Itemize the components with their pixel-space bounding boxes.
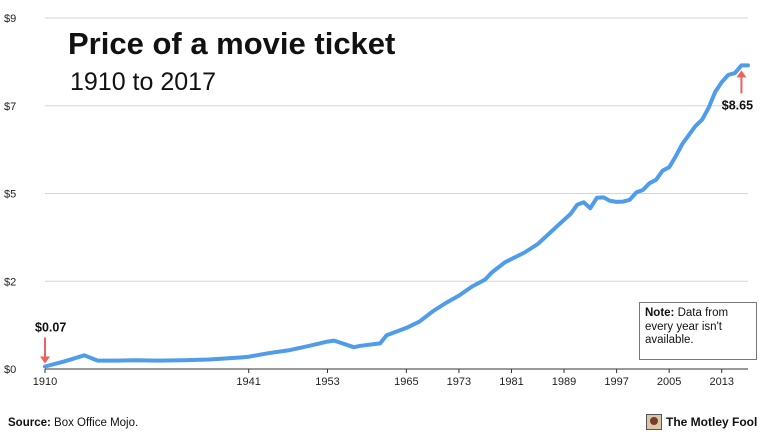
data-point [135, 358, 139, 362]
data-point [707, 106, 711, 110]
data-point [582, 200, 586, 204]
data-point [207, 358, 211, 362]
data-point [726, 73, 730, 77]
data-point [713, 90, 717, 94]
data-point [641, 188, 645, 192]
data-point [352, 345, 356, 349]
data-point [680, 142, 684, 146]
data-point [523, 250, 527, 254]
data-point [385, 333, 389, 337]
data-point [733, 71, 737, 75]
jester-cap-icon [646, 414, 662, 430]
x-tick-label: 2005 [657, 376, 681, 388]
annotation-arrowhead [736, 70, 747, 78]
data-point [687, 133, 691, 137]
data-point [181, 358, 185, 362]
x-tick-label: 1965 [394, 376, 418, 388]
y-tick-label: $7 [4, 101, 16, 113]
data-point [615, 200, 619, 204]
chart-title: Price of a movie ticket [68, 26, 396, 61]
data-point [621, 200, 625, 204]
annotations: $0.07 $8.65 [35, 70, 753, 364]
data-point [326, 340, 330, 344]
data-point [588, 206, 592, 210]
data-point [431, 309, 435, 313]
data-point [306, 344, 310, 348]
data-point [82, 353, 86, 357]
data-point [444, 301, 448, 305]
data-point [266, 351, 270, 355]
x-tick-label: 2013 [709, 376, 733, 388]
data-point [490, 270, 494, 274]
x-tick-label: 1941 [236, 376, 260, 388]
data-point [470, 285, 474, 289]
brand-name: The Motley Fool [666, 415, 758, 429]
data-point [240, 355, 244, 359]
note-box: Note: Data from every year isn't availab… [639, 302, 757, 360]
data-point [608, 199, 612, 203]
x-tick-label: 1981 [499, 376, 523, 388]
y-axis: $0 $2 $5 $7 $9 [4, 13, 16, 376]
data-point [115, 359, 119, 363]
y-tick-label: $0 [4, 364, 16, 376]
data-point [555, 224, 559, 228]
x-tick-label: 1997 [604, 376, 628, 388]
data-point [661, 169, 665, 173]
data-point [634, 190, 638, 194]
data-point [693, 124, 697, 128]
x-tick-label: 1910 [33, 376, 57, 388]
x-tick-label: 1989 [552, 376, 576, 388]
data-point [628, 198, 632, 202]
data-point [378, 341, 382, 345]
data-point [247, 355, 251, 359]
data-point [536, 242, 540, 246]
note-text: Data from every year isn't available. [645, 307, 729, 346]
data-point [700, 118, 704, 122]
y-tick-label: $9 [4, 13, 16, 25]
data-point [332, 339, 336, 343]
data-point [569, 212, 573, 216]
data-point [595, 196, 599, 200]
price-line-series [43, 63, 750, 369]
data-point [286, 348, 290, 352]
data-point [647, 181, 651, 185]
data-point [503, 260, 507, 264]
annotation-label-start: $0.07 [35, 321, 66, 335]
data-point [739, 63, 743, 67]
data-point [63, 359, 67, 363]
data-point [155, 359, 159, 363]
y-tick-label: $5 [4, 189, 16, 201]
x-tick-label: 1953 [315, 376, 339, 388]
data-point [575, 203, 579, 207]
data-point [43, 365, 47, 369]
data-point [601, 195, 605, 199]
annotation-arrowhead [40, 356, 50, 364]
source-label: Source: [8, 417, 51, 429]
source-text: Box Office Mojo. [54, 417, 139, 429]
note-label: Note: [645, 307, 675, 319]
chart-subtitle: 1910 to 2017 [70, 68, 216, 96]
data-point [667, 165, 671, 169]
data-point [746, 63, 750, 67]
data-point [654, 178, 658, 182]
data-point [720, 80, 724, 84]
data-point [483, 277, 487, 281]
x-tick-label: 1973 [447, 376, 471, 388]
data-point [358, 344, 362, 348]
y-tick-label: $2 [4, 276, 16, 288]
data-point [457, 294, 461, 298]
data-point [674, 154, 678, 158]
data-point [404, 326, 408, 330]
brand-logo: The Motley Fool [646, 413, 757, 431]
data-point [417, 320, 421, 324]
annotation-label-end: $8.65 [722, 98, 753, 112]
data-point [96, 359, 100, 363]
source-credit: Source: Box Office Mojo. [8, 417, 138, 429]
x-axis: 1910 1941 1953 1965 1973 1981 1989 1997 2005 2013 [33, 368, 748, 388]
